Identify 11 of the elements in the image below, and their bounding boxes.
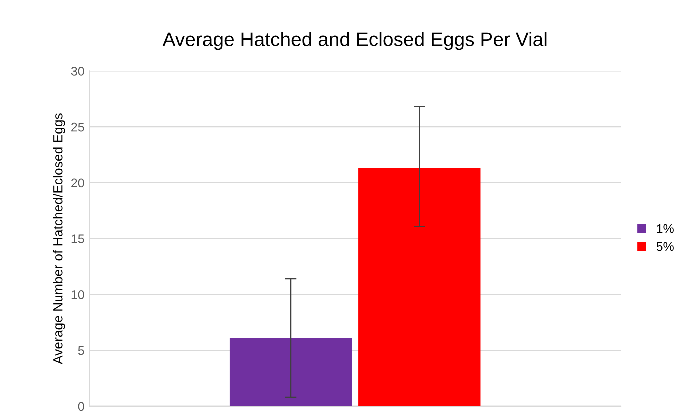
legend-label: 1% [657, 224, 674, 234]
chart-title: Average Hatched and Eclosed Eggs Per Vial [162, 32, 547, 50]
y-tick-label: 15 [72, 234, 84, 244]
y-axis-title: Average Number of Hatched/Eclosed Eggs [53, 114, 66, 364]
y-tick-label: 0 [78, 402, 84, 412]
y-tick-label: 30 [71, 67, 84, 76]
y-tick-label: 5 [78, 346, 84, 356]
y-tick-label: 20 [72, 178, 84, 188]
legend-label: 5% [656, 242, 674, 252]
y-tick-label: 25 [72, 122, 84, 132]
y-tick-label: 10 [72, 290, 84, 300]
